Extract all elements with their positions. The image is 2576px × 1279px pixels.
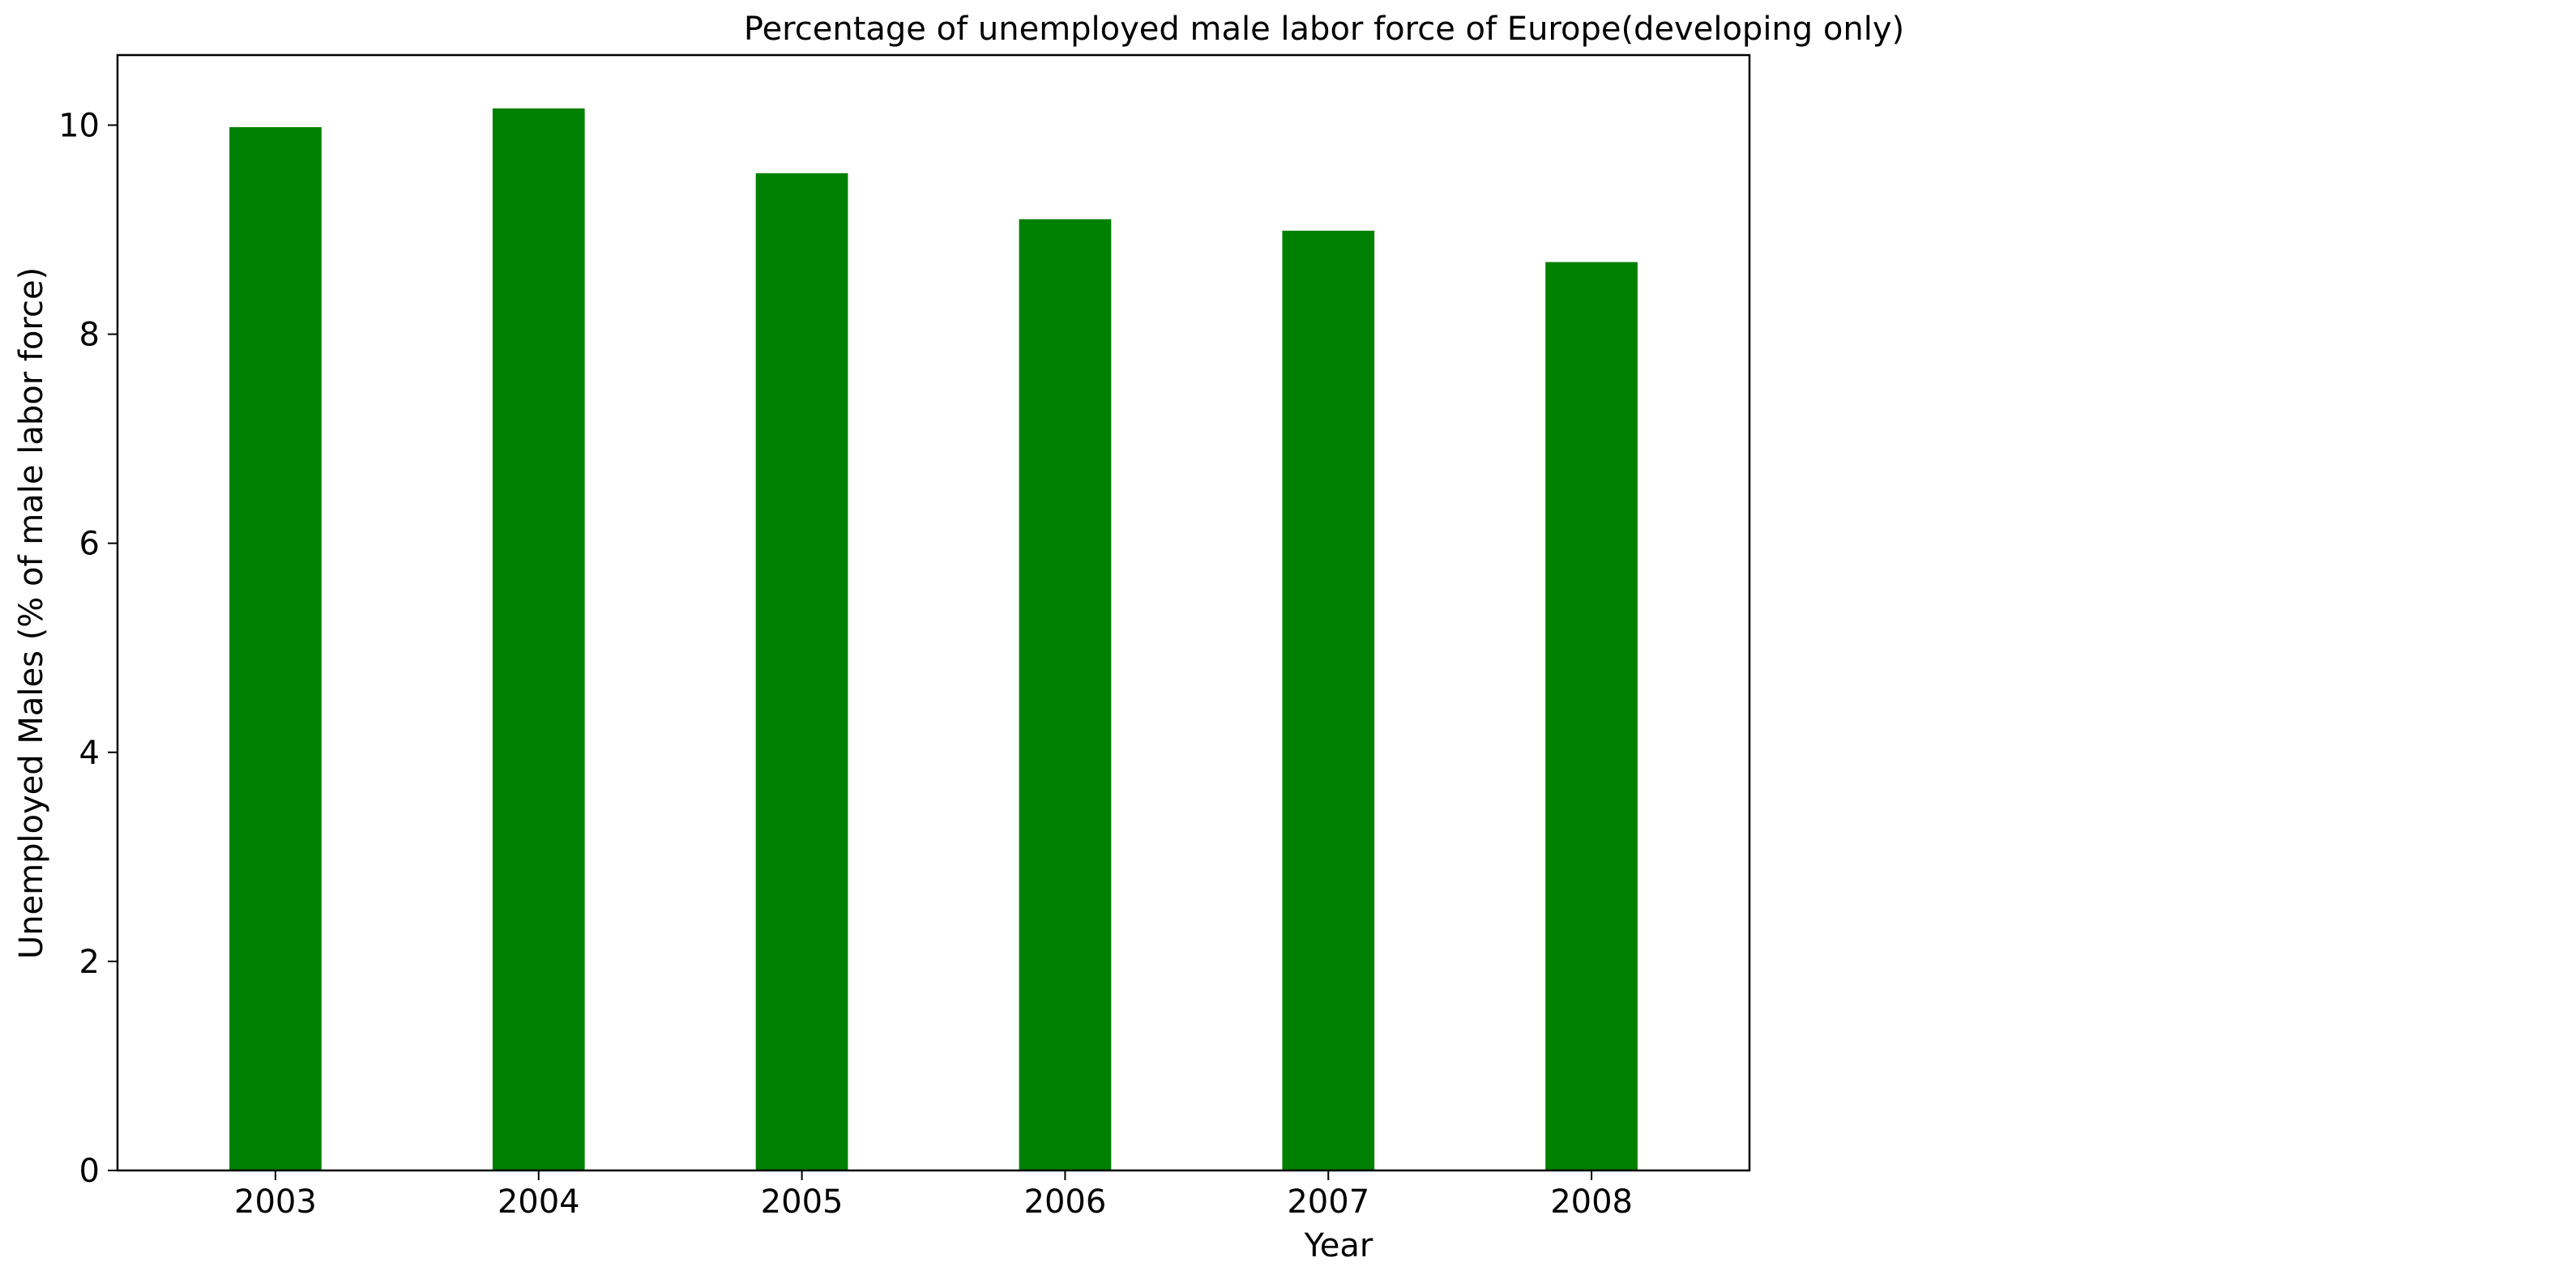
x-axis-label: Year [1304, 1227, 1373, 1264]
x-tick-label: 2006 [1024, 1183, 1107, 1221]
y-axis-ticks: 0 2 4 6 8 10 [58, 107, 117, 1190]
bar-2007 [1282, 230, 1375, 1170]
bar-2004 [492, 108, 585, 1170]
y-tick-label: 6 [79, 526, 100, 563]
y-tick-label: 8 [79, 317, 100, 354]
bar-group [229, 108, 1638, 1171]
y-tick-label: 10 [58, 107, 100, 144]
bar-2008 [1545, 262, 1638, 1170]
x-tick-label: 2008 [1550, 1183, 1633, 1221]
x-tick-label: 2003 [234, 1183, 317, 1221]
x-tick-label: 2007 [1287, 1183, 1369, 1221]
x-tick-label: 2005 [761, 1183, 844, 1221]
y-tick-label: 2 [79, 944, 100, 981]
plot-frame [116, 53, 1751, 1172]
y-axis-label: Unemployed Males (% of male labor force) [13, 267, 50, 959]
bar-2006 [1019, 219, 1112, 1171]
bar-2005 [755, 173, 848, 1170]
bar-2003 [229, 127, 322, 1170]
chart-title: Percentage of unemployed male labor forc… [744, 11, 1904, 48]
x-axis-ticks: 2003 2004 2005 2006 2007 2008 [234, 1170, 1633, 1221]
y-tick-label: 0 [79, 1153, 100, 1190]
x-tick-label: 2004 [498, 1183, 580, 1221]
y-tick-label: 4 [79, 735, 100, 772]
